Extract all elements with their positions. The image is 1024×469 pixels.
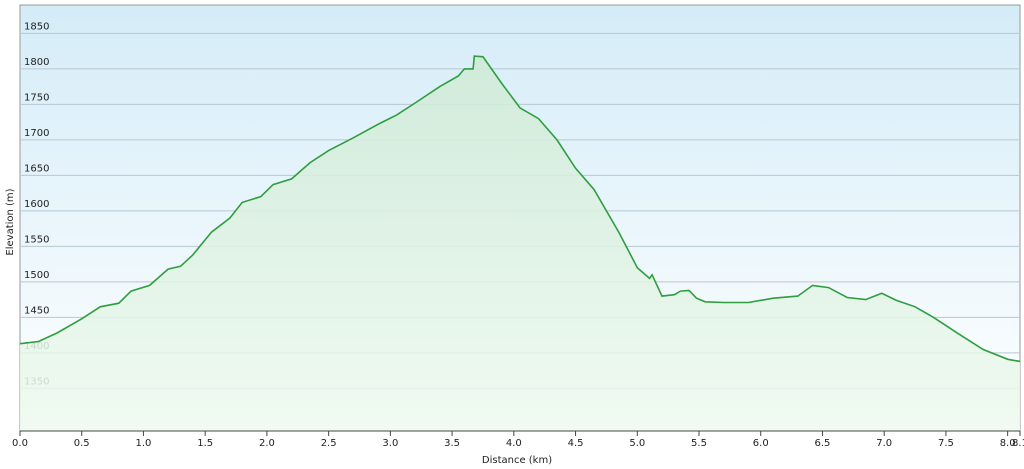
y-tick-label: 1450 — [24, 305, 49, 316]
y-tick-label: 1850 — [24, 21, 49, 32]
x-tick-label: 0.5 — [74, 438, 90, 449]
x-tick-label: 1.5 — [197, 438, 213, 449]
x-tick-label: 3.5 — [444, 438, 460, 449]
y-tick-label: 1800 — [24, 57, 49, 68]
x-tick-label: 5.0 — [629, 438, 645, 449]
y-axis-label: Elevation (m) — [5, 188, 16, 255]
y-tick-label: 1500 — [24, 270, 49, 281]
x-tick-label: 0.0 — [12, 438, 28, 449]
x-tick-label: 4.0 — [506, 438, 522, 449]
x-tick-label: 8.1 — [1012, 438, 1024, 449]
y-tick-label: 1650 — [24, 163, 49, 174]
x-tick-label: 5.5 — [691, 438, 707, 449]
x-tick-label: 2.0 — [259, 438, 275, 449]
y-tick-label: 1700 — [24, 128, 49, 139]
y-tick-label: 1750 — [24, 92, 49, 103]
x-tick-label: 2.5 — [321, 438, 337, 449]
x-axis-label: Distance (km) — [482, 455, 552, 466]
x-tick-label: 1.0 — [136, 438, 152, 449]
y-tick-label: 1550 — [24, 234, 49, 245]
y-tick-label: 1600 — [24, 199, 49, 210]
x-tick-label: 7.5 — [938, 438, 954, 449]
x-tick-label: 6.5 — [815, 438, 831, 449]
x-tick-label: 7.0 — [876, 438, 892, 449]
x-tick-label: 8.0 — [1000, 438, 1016, 449]
area-fill — [20, 56, 1020, 431]
x-tick-label: 4.5 — [568, 438, 584, 449]
x-tick-label: 3.0 — [382, 438, 398, 449]
x-tick-label: 6.0 — [753, 438, 769, 449]
elevation-line — [19, 55, 1021, 363]
